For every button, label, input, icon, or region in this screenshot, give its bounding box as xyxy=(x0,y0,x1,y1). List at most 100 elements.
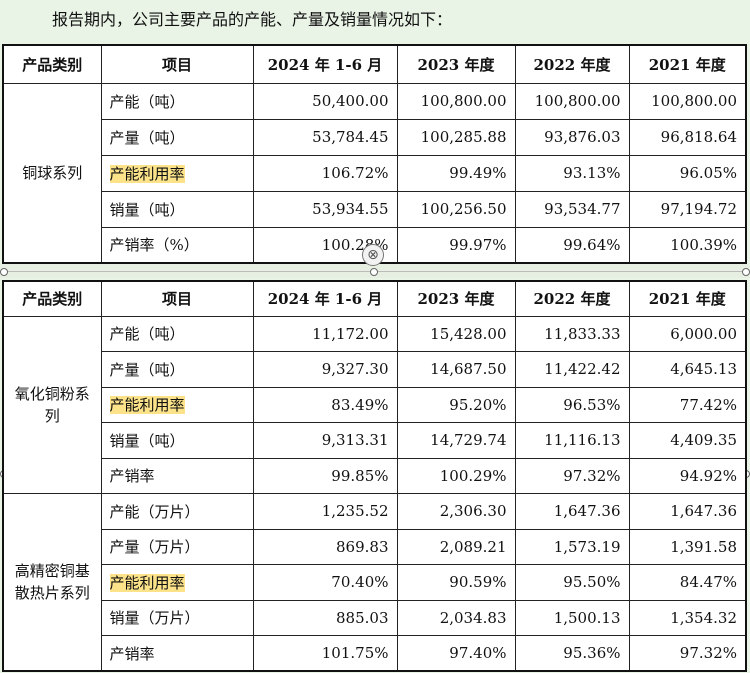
value-cell: 4,645.13 xyxy=(628,351,747,388)
value-cell: 106.72% xyxy=(252,154,398,192)
item-cell: 产销率（%） xyxy=(100,226,254,264)
item-label: 产量（万片） xyxy=(109,538,200,557)
capacity-table-copper-ball: 产品类别 项目 2024 年 1-6 月 2023 年度 2022 年度 2021 年度 … xyxy=(2,44,747,264)
value-cell: 99.49% xyxy=(396,154,516,192)
value-cell: 6,000.00 xyxy=(628,315,747,352)
value-cell: 96,818.64 xyxy=(628,118,747,156)
value-cell: 2,089.21 xyxy=(396,528,516,565)
resize-handle-center[interactable] xyxy=(370,268,378,276)
item-cell: 产能利用率 xyxy=(100,154,254,192)
value-cell: 14,687.50 xyxy=(396,351,516,388)
item-cell: 产能（吨） xyxy=(100,315,254,352)
value-cell: 97.40% xyxy=(396,635,516,672)
item-cell: 产销率 xyxy=(100,635,254,672)
item-label: 产能（万片） xyxy=(109,502,200,521)
table-body: 铜球系列 产能（吨） 50,400.00 100,800.00 100,800.00 10… xyxy=(2,82,747,264)
value-cell: 95.36% xyxy=(514,635,630,672)
table-row: 产销率 99.85% 100.29% 97.32% 94.92% xyxy=(3,457,747,494)
item-label: 产能（吨） xyxy=(109,325,185,344)
value-cell: 100,800.00 xyxy=(514,82,630,120)
column-header: 2021 年度 xyxy=(628,280,747,317)
value-cell: 11,172.00 xyxy=(252,315,398,352)
table-body: 氧化铜粉系列 产能（吨） 11,172.00 15,428.00 11,833.33 6,… xyxy=(2,315,747,672)
value-cell: 100,800.00 xyxy=(396,82,516,120)
value-cell: 95.20% xyxy=(396,386,516,423)
table-row: 产能利用率 70.40% 90.59% 95.50% 84.47% xyxy=(3,564,747,601)
value-cell: 1,573.19 xyxy=(514,528,630,565)
column-header: 2024 年 1-6 月 xyxy=(252,280,398,317)
resize-handle-left[interactable] xyxy=(0,268,8,276)
resize-handle-icon[interactable]: ⊗ xyxy=(362,244,384,266)
value-cell: 2,306.30 xyxy=(396,493,516,530)
value-cell: 95.50% xyxy=(514,564,630,601)
value-cell: 100.39% xyxy=(628,226,747,264)
table-row: 产量（万片） 869.83 2,089.21 1,573.19 1,391.58 xyxy=(3,528,747,565)
column-header: 2024 年 1-6 月 xyxy=(252,44,398,84)
value-cell: 1,647.36 xyxy=(514,493,630,530)
value-cell: 100,285.88 xyxy=(396,118,516,156)
value-cell: 70.40% xyxy=(252,564,398,601)
value-cell: 1,647.36 xyxy=(628,493,747,530)
value-cell: 1,354.32 xyxy=(628,599,747,636)
value-cell: 99.85% xyxy=(252,457,398,494)
value-cell: 50,400.00 xyxy=(252,82,398,120)
table-row: 产量（吨） 9,327.30 14,687.50 11,422.42 4,645.13 xyxy=(3,351,747,388)
category-cell: 氧化铜粉系列 xyxy=(2,315,102,494)
category-cell: 高精密铜基散热片系列 xyxy=(2,493,102,672)
item-label: 产能（吨） xyxy=(109,92,185,111)
table-row: 销量（吨） 53,934.55 100,256.50 93,534.77 97,194.… xyxy=(3,190,747,228)
table-row: 产量（吨） 53,784.45 100,285.88 93,876.03 96,818.… xyxy=(3,118,747,156)
value-cell: 97.32% xyxy=(628,635,747,672)
column-header: 项目 xyxy=(100,44,254,84)
table-row: 氧化铜粉系列 产能（吨） 11,172.00 15,428.00 11,833.33 6,… xyxy=(2,315,747,494)
item-label: 产销率 xyxy=(109,644,155,663)
value-cell: 885.03 xyxy=(252,599,398,636)
column-header: 项目 xyxy=(100,280,254,317)
item-cell: 销量（万片） xyxy=(100,599,254,636)
item-label: 产能利用率 xyxy=(109,573,185,592)
table-header-row: 产品类别 项目 2024 年 1-6 月 2023 年度 2022 年度 2021 年度 xyxy=(2,44,747,84)
category-cell: 铜球系列 xyxy=(2,82,102,264)
column-header: 产品类别 xyxy=(2,280,102,317)
resize-handle-right[interactable] xyxy=(742,268,750,276)
item-cell: 产能利用率 xyxy=(100,564,254,601)
value-cell: 93,876.03 xyxy=(514,118,630,156)
value-cell: 2,034.83 xyxy=(396,599,516,636)
column-header: 2022 年度 xyxy=(514,44,630,84)
item-label: 产量（吨） xyxy=(109,128,185,147)
column-header: 2023 年度 xyxy=(396,280,516,317)
table-row: 产销率 101.75% 97.40% 95.36% 97.32% xyxy=(3,635,747,672)
item-cell: 产销率 xyxy=(100,457,254,494)
column-header: 2023 年度 xyxy=(396,44,516,84)
value-cell: 90.59% xyxy=(396,564,516,601)
column-header: 2022 年度 xyxy=(514,280,630,317)
value-cell: 77.42% xyxy=(628,386,747,423)
item-label: 销量（万片） xyxy=(109,609,200,628)
value-cell: 1,500.13 xyxy=(514,599,630,636)
value-cell: 1,235.52 xyxy=(252,493,398,530)
column-header: 产品类别 xyxy=(2,44,102,84)
item-label: 销量（吨） xyxy=(109,200,185,219)
value-cell: 9,313.31 xyxy=(252,422,398,459)
value-cell: 11,833.33 xyxy=(514,315,630,352)
value-cell: 94.92% xyxy=(628,457,747,494)
value-cell: 14,729.74 xyxy=(396,422,516,459)
value-cell: 53,934.55 xyxy=(252,190,398,228)
item-label: 销量（吨） xyxy=(109,431,185,450)
item-cell: 产量（吨） xyxy=(100,118,254,156)
value-cell: 100,800.00 xyxy=(628,82,747,120)
value-cell: 9,327.30 xyxy=(252,351,398,388)
value-cell: 99.64% xyxy=(514,226,630,264)
item-label: 产能利用率 xyxy=(109,164,185,183)
column-header: 2021 年度 xyxy=(628,44,747,84)
table-row: 产能利用率 83.49% 95.20% 96.53% 77.42% xyxy=(3,386,747,423)
item-cell: 产能（吨） xyxy=(100,82,254,120)
value-cell: 83.49% xyxy=(252,386,398,423)
value-cell: 11,422.42 xyxy=(514,351,630,388)
value-cell: 96.05% xyxy=(628,154,747,192)
table-row: 铜球系列 产能（吨） 50,400.00 100,800.00 100,800.00 10… xyxy=(2,82,747,264)
value-cell: 93,534.77 xyxy=(514,190,630,228)
value-cell: 869.83 xyxy=(252,528,398,565)
item-label: 产销率（%） xyxy=(109,236,199,255)
value-cell: 97,194.72 xyxy=(628,190,747,228)
